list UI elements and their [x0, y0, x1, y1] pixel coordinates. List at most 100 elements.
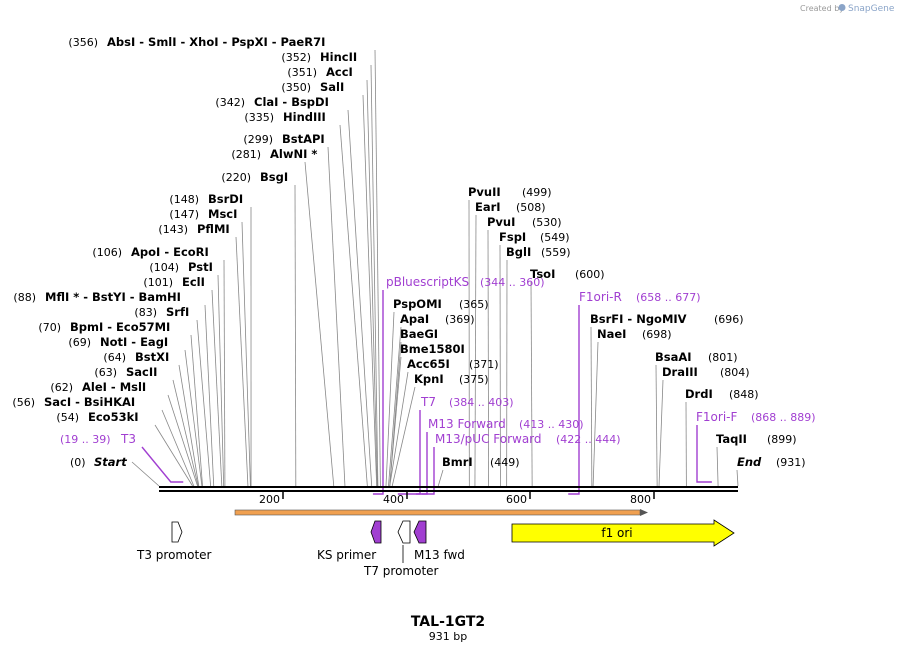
site-name[interactable]: AlwNI *: [270, 147, 317, 161]
site-name[interactable]: PvuI: [487, 215, 515, 229]
primer-name[interactable]: T7: [420, 395, 436, 409]
site-pos: (148): [169, 193, 199, 206]
primer-range: (658 .. 677): [636, 291, 701, 304]
site-name[interactable]: BpmI - Eco57MI: [70, 320, 170, 334]
leader-line: [172, 379, 199, 487]
site-name[interactable]: MscI: [208, 207, 237, 221]
site-pos: (600): [575, 268, 605, 281]
leader-line: [204, 304, 215, 487]
primer-marker: [141, 446, 184, 483]
feature-f1-ori[interactable]: f1 ori: [511, 519, 735, 547]
site-name[interactable]: BstXI: [135, 350, 169, 364]
site-name[interactable]: Eco53kI: [88, 410, 139, 424]
primer-name[interactable]: F1ori-R: [579, 290, 622, 304]
created-by-text: Created by: [800, 4, 844, 13]
site-pos: (559): [541, 246, 571, 259]
site-pos: (62): [50, 381, 73, 394]
primer-name[interactable]: M13/pUC Forward: [435, 432, 542, 446]
site-pos: (106): [92, 246, 122, 259]
primer-name[interactable]: T3: [120, 432, 136, 446]
leader-line: [437, 469, 444, 487]
t7-promoter-arrow: [397, 520, 411, 544]
site-name[interactable]: HindIII: [283, 110, 326, 124]
site-name[interactable]: BsaAI: [655, 350, 692, 364]
snapgene-brand-text: SnapGene: [848, 4, 895, 14]
site-name[interactable]: DraIII: [662, 365, 698, 379]
primer-name[interactable]: F1ori-F: [696, 410, 737, 424]
site-name[interactable]: TaqII: [716, 432, 747, 446]
site-name[interactable]: Bme1580I: [400, 342, 465, 356]
site-pos: (698): [642, 328, 672, 341]
site-name[interactable]: SalI: [320, 80, 344, 94]
primer-range: (868 .. 889): [751, 411, 816, 424]
site-pos: (508): [516, 201, 546, 214]
site-pos: (69): [68, 336, 91, 349]
tick-label: 200: [259, 493, 280, 506]
tick-label: 400: [383, 493, 404, 506]
site-name[interactable]: DrdI: [685, 387, 713, 401]
site-pos: (147): [169, 208, 199, 221]
site-pos: (104): [149, 261, 179, 274]
leader-line: [184, 349, 203, 487]
site-name[interactable]: NaeI: [597, 327, 626, 341]
feature-label: f1 ori: [601, 526, 632, 540]
site-name[interactable]: AbsI - SmlI - XhoI - PspXI - PaeR7I: [107, 35, 325, 49]
site-name[interactable]: SacI - BsiHKAI: [44, 395, 135, 409]
site-name[interactable]: ApoI - EcoRI: [131, 245, 209, 259]
site-name[interactable]: HincII: [320, 50, 357, 64]
site-name[interactable]: ClaI - BspDI: [254, 95, 329, 109]
leader-line: [530, 281, 533, 487]
site-pos: (801): [708, 351, 738, 364]
site-name[interactable]: FspI: [499, 230, 526, 244]
leader-line: [327, 146, 346, 487]
site-pos: (281): [231, 148, 261, 161]
feature-label: KS primer: [317, 548, 376, 562]
site-name[interactable]: ApaI: [400, 312, 429, 326]
feature-t3-promoter[interactable]: T3 promoter: [136, 521, 212, 562]
site-name[interactable]: BmrI: [442, 455, 473, 469]
site-name[interactable]: BaeGI: [400, 327, 438, 341]
site-name[interactable]: BsgI: [260, 170, 288, 184]
feature-t7-promoter[interactable]: T7 promoter: [363, 520, 439, 578]
site-pos: (549): [540, 231, 570, 244]
site-name[interactable]: KpnI: [414, 372, 444, 386]
leader-line: [235, 236, 249, 487]
site-name[interactable]: PspOMI: [393, 297, 442, 311]
leader-line: [161, 409, 195, 487]
site-name[interactable]: AccI: [326, 65, 353, 79]
site-name[interactable]: EarI: [475, 200, 501, 214]
feature-ks-primer[interactable]: KS primer: [317, 520, 382, 562]
site-name[interactable]: PstI: [188, 260, 213, 274]
site-name[interactable]: TsoI: [530, 267, 555, 281]
map-title: TAL-1GT2: [411, 614, 485, 630]
leader-line: [374, 49, 381, 487]
site-name[interactable]: SacII: [126, 365, 157, 379]
site-pos: (365): [459, 298, 489, 311]
site-name[interactable]: AleI - MslI: [82, 380, 146, 394]
primer-name[interactable]: pBluescriptKS: [386, 275, 469, 289]
feature-m13-fwd[interactable]: M13 fwd: [413, 520, 465, 562]
site-name[interactable]: BsrFI - NgoMIV: [590, 312, 687, 326]
orf-bar: [234, 509, 648, 516]
site-name[interactable]: MflI * - BstYI - BamHI: [45, 290, 181, 304]
feature-label: M13 fwd: [414, 548, 465, 562]
site-pos: (499): [522, 186, 552, 199]
site-name[interactable]: BsrDI: [208, 192, 243, 206]
leader-line: [389, 371, 409, 487]
site-name[interactable]: SrfI: [166, 305, 189, 319]
leader-line: [389, 356, 402, 487]
site-pos: (83): [134, 306, 157, 319]
leader-line: [154, 424, 193, 487]
primer-name[interactable]: M13 Forward: [428, 417, 506, 431]
site-name[interactable]: Acc65I: [407, 357, 450, 371]
site-name[interactable]: BstAPI: [282, 132, 325, 146]
site-pos: (375): [459, 373, 489, 386]
site-name[interactable]: EclI: [182, 275, 205, 289]
site-name[interactable]: PflMI: [197, 222, 230, 236]
site-name[interactable]: NotI - EagI: [100, 335, 168, 349]
site-pos: (64): [103, 351, 126, 364]
primer-labels: (19 .. 39) T3 pBluescriptKS (344 .. 360)…: [60, 275, 816, 446]
leader-line: [304, 161, 335, 487]
site-name[interactable]: BglI: [506, 245, 531, 259]
site-name[interactable]: PvuII: [468, 185, 501, 199]
